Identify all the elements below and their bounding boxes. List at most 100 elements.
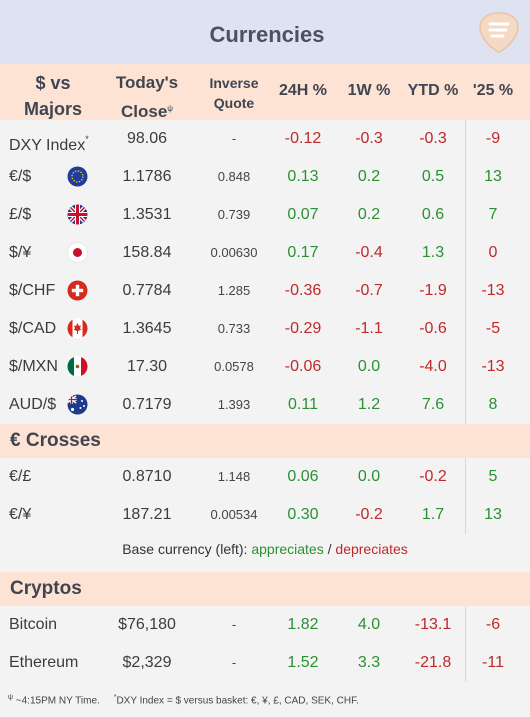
eu-flag-icon bbox=[67, 166, 88, 187]
change-ytd: 1.7 bbox=[421, 506, 445, 523]
table-row: $/MXN 17.30 0.0578 -0.06 0.0 -4.0 -13 bbox=[0, 348, 530, 386]
inverse-value: 0.0578 bbox=[214, 359, 254, 374]
change-1w: 3.3 bbox=[357, 654, 381, 671]
table-row: €/¥ 187.21 0.00534 0.30 -0.2 1.7 13 bbox=[0, 496, 530, 534]
change-2025: 7 bbox=[488, 206, 498, 223]
close-value: 0.7784 bbox=[122, 282, 172, 299]
table-row: €/£ 0.8710 1.148 0.06 0.0 -0.2 5 bbox=[0, 458, 530, 496]
legend-appreciates: appreciates bbox=[251, 541, 324, 557]
change-24h: 0.30 bbox=[287, 506, 319, 523]
swiss-flag-icon bbox=[67, 280, 88, 301]
column-divider bbox=[465, 458, 466, 534]
change-24h: -0.29 bbox=[284, 320, 322, 337]
change-1w: -0.2 bbox=[355, 506, 383, 523]
header-1w: 1W % bbox=[347, 82, 391, 99]
change-2025: 13 bbox=[484, 506, 502, 523]
table-row: AUD/$ 0.7179 1.393 0.11 1.2 7.6 8 bbox=[0, 386, 530, 424]
pair-name: $/MXN bbox=[9, 358, 58, 375]
title-bar: Currencies bbox=[0, 0, 530, 64]
table-row: Ethereum $2,329 - 1.52 3.3 -21.8 -11 bbox=[0, 644, 530, 682]
inverse-value: - bbox=[231, 131, 237, 146]
header-24h: 24H % bbox=[278, 82, 328, 99]
header-ytd: YTD % bbox=[407, 82, 459, 99]
column-divider bbox=[465, 606, 466, 682]
change-24h: 1.52 bbox=[287, 654, 319, 671]
change-ytd: 7.6 bbox=[421, 396, 445, 413]
inverse-value: 0.739 bbox=[217, 207, 251, 222]
change-2025: 5 bbox=[488, 468, 498, 485]
footer-note: ψ ~4:15PM NY Time. *DXY Index = $ versus… bbox=[8, 694, 359, 707]
change-1w: 4.0 bbox=[357, 616, 381, 633]
table-row: £/$ 1.3531 0.739 0.07 0.2 0.6 7 bbox=[0, 196, 530, 234]
change-1w: 1.2 bbox=[357, 396, 381, 413]
close-value: $2,329 bbox=[122, 654, 172, 671]
table-row: $/CAD 1.3645 0.733 -0.29 -1.1 -0.6 -5 bbox=[0, 310, 530, 348]
change-24h: 0.06 bbox=[287, 468, 319, 485]
change-2025: -13 bbox=[481, 358, 505, 375]
page-title: Currencies bbox=[209, 22, 325, 47]
close-value: 98.06 bbox=[126, 130, 168, 147]
guitar-pick-logo-icon bbox=[479, 12, 519, 53]
header-close: Today's Closeψ bbox=[115, 73, 179, 121]
pair-name: €/$ bbox=[9, 168, 32, 185]
change-24h: 0.11 bbox=[288, 396, 318, 413]
change-24h: 0.13 bbox=[287, 168, 319, 185]
change-1w: -0.4 bbox=[355, 244, 383, 261]
cryptos-title: Cryptos bbox=[10, 578, 82, 599]
pair-name: DXY Index* bbox=[9, 134, 89, 154]
change-1w: 0.0 bbox=[357, 358, 381, 375]
pair-name: $/CHF bbox=[9, 282, 56, 299]
pair-name: €/¥ bbox=[9, 506, 32, 523]
mexico-flag-icon bbox=[67, 356, 88, 377]
table-row: $/CHF 0.7784 1.285 -0.36 -0.7 -1.9 -13 bbox=[0, 272, 530, 310]
pair-name: €/£ bbox=[9, 468, 32, 485]
change-2025: -13 bbox=[481, 282, 505, 299]
change-24h: -0.06 bbox=[284, 358, 322, 375]
change-ytd: -13.1 bbox=[414, 616, 452, 633]
change-ytd: 1.3 bbox=[421, 244, 445, 261]
change-1w: -0.7 bbox=[355, 282, 383, 299]
pair-name: £/$ bbox=[9, 206, 32, 223]
change-ytd: -0.6 bbox=[419, 320, 447, 337]
inverse-value: 1.285 bbox=[217, 283, 251, 298]
pair-name: AUD/$ bbox=[9, 396, 57, 413]
change-24h: 1.82 bbox=[287, 616, 319, 633]
table-row: Bitcoin $76,180 - 1.82 4.0 -13.1 -6 bbox=[0, 606, 530, 644]
pair-name: $/¥ bbox=[9, 244, 32, 261]
uk-flag-icon bbox=[67, 204, 88, 225]
table-row: $/¥ 158.84 0.00630 0.17 -0.4 1.3 0 bbox=[0, 234, 530, 272]
close-value: 1.1786 bbox=[122, 168, 172, 185]
inverse-value: 0.00630 bbox=[210, 245, 258, 260]
change-2025: 0 bbox=[488, 244, 498, 261]
close-value: 158.84 bbox=[122, 244, 172, 261]
table-header: $ vs Majors Today's Closeψ Inverse Quote 24… bbox=[0, 64, 530, 121]
table-row: €/$ 1.1786 0.848 0.13 0.2 0.5 13 bbox=[0, 158, 530, 196]
crosses-section-header: € Crosses bbox=[0, 424, 530, 458]
change-ytd: -4.0 bbox=[419, 358, 447, 375]
header-25: '25 % bbox=[472, 82, 514, 99]
change-24h: 0.17 bbox=[287, 244, 319, 261]
change-ytd: 0.6 bbox=[421, 206, 445, 223]
change-1w: -0.3 bbox=[355, 130, 383, 147]
inverse-value: 1.393 bbox=[217, 397, 251, 412]
change-ytd: -0.2 bbox=[419, 468, 447, 485]
japan-flag-icon bbox=[67, 242, 88, 263]
pair-name: Bitcoin bbox=[9, 616, 58, 633]
close-value: 187.21 bbox=[122, 506, 172, 523]
change-1w: 0.0 bbox=[357, 468, 381, 485]
change-2025: 8 bbox=[488, 396, 498, 413]
header-inverse: Inverse Quote bbox=[209, 75, 259, 111]
change-2025: -11 bbox=[482, 654, 504, 671]
close-value: 17.30 bbox=[126, 358, 168, 375]
change-1w: -1.1 bbox=[355, 320, 383, 337]
inverse-value: 0.848 bbox=[217, 169, 251, 184]
change-1w: 0.2 bbox=[357, 168, 381, 185]
change-24h: -0.36 bbox=[284, 282, 322, 299]
header-pair: $ vs Majors bbox=[23, 73, 83, 119]
legend: Base currency (left): appreciates / depr… bbox=[122, 541, 408, 557]
crosses-title: € Crosses bbox=[10, 430, 101, 451]
inverse-value: 0.00534 bbox=[210, 507, 258, 522]
change-ytd: -21.8 bbox=[414, 654, 452, 671]
change-2025: -6 bbox=[485, 616, 501, 633]
pair-name: Ethereum bbox=[9, 654, 79, 671]
